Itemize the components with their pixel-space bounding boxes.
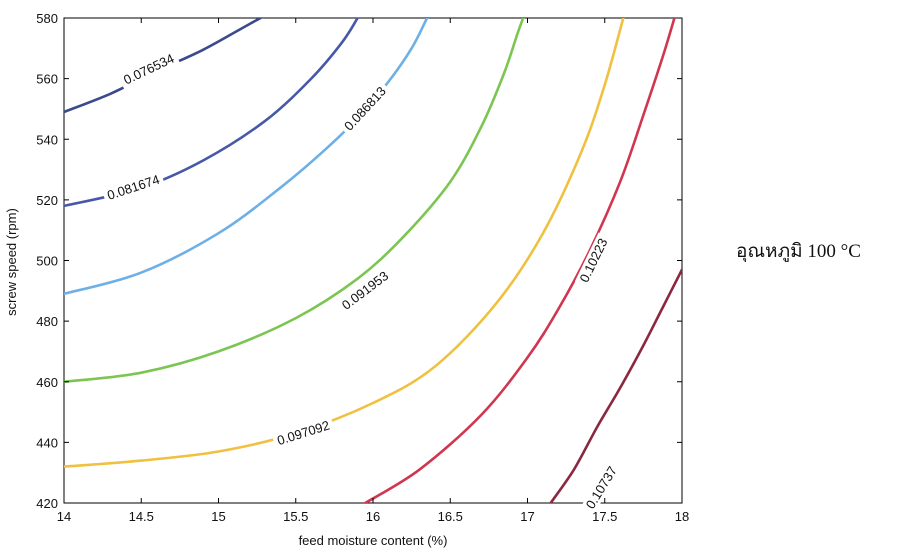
contour-label-bg [338,80,392,137]
temperature-annotation: อุณหภูมิ 100 °C [736,241,861,262]
contour-line [64,18,525,384]
x-axis-ticks: 14 14.5 15 15.5 16 16.5 17 17.5 18 [57,18,689,524]
x-tick-label: 18 [675,509,689,524]
y-tick-label: 580 [36,11,58,26]
y-axis-label: screw speed (rpm) [4,208,19,316]
y-tick-label: 440 [36,435,58,450]
y-tick-label: 480 [36,314,58,329]
x-tick-label: 15.5 [283,509,308,524]
contour-label-bg [101,170,165,205]
x-tick-label: 14.5 [129,509,154,524]
y-tick-label: 560 [36,72,58,87]
contour-label-bg [574,232,613,289]
y-axis-ticks: 420 440 460 480 500 520 540 560 580 [36,11,682,511]
contour-line [64,18,625,468]
contour-label-bg [580,460,622,515]
y-tick-label: 460 [36,375,58,390]
contour-line [549,268,682,503]
contour-label-bg [117,49,180,90]
x-tick-label: 14 [57,509,71,524]
x-axis-label: feed moisture content (%) [299,533,448,548]
y-tick-label: 420 [36,496,58,511]
y-tick-label: 540 [36,132,58,147]
x-tick-label: 17 [520,509,534,524]
contour-label-bg [335,265,395,315]
contour-line [64,18,264,114]
x-tick-label: 15 [211,509,225,524]
x-tick-label: 16 [366,509,380,524]
contour-line [364,18,676,503]
contour-line [64,18,429,296]
contour-label-bg [271,416,335,450]
x-tick-label: 17.5 [592,509,617,524]
y-tick-label: 500 [36,254,58,269]
y-tick-label: 520 [36,193,58,208]
x-tick-label: 16.5 [438,509,463,524]
